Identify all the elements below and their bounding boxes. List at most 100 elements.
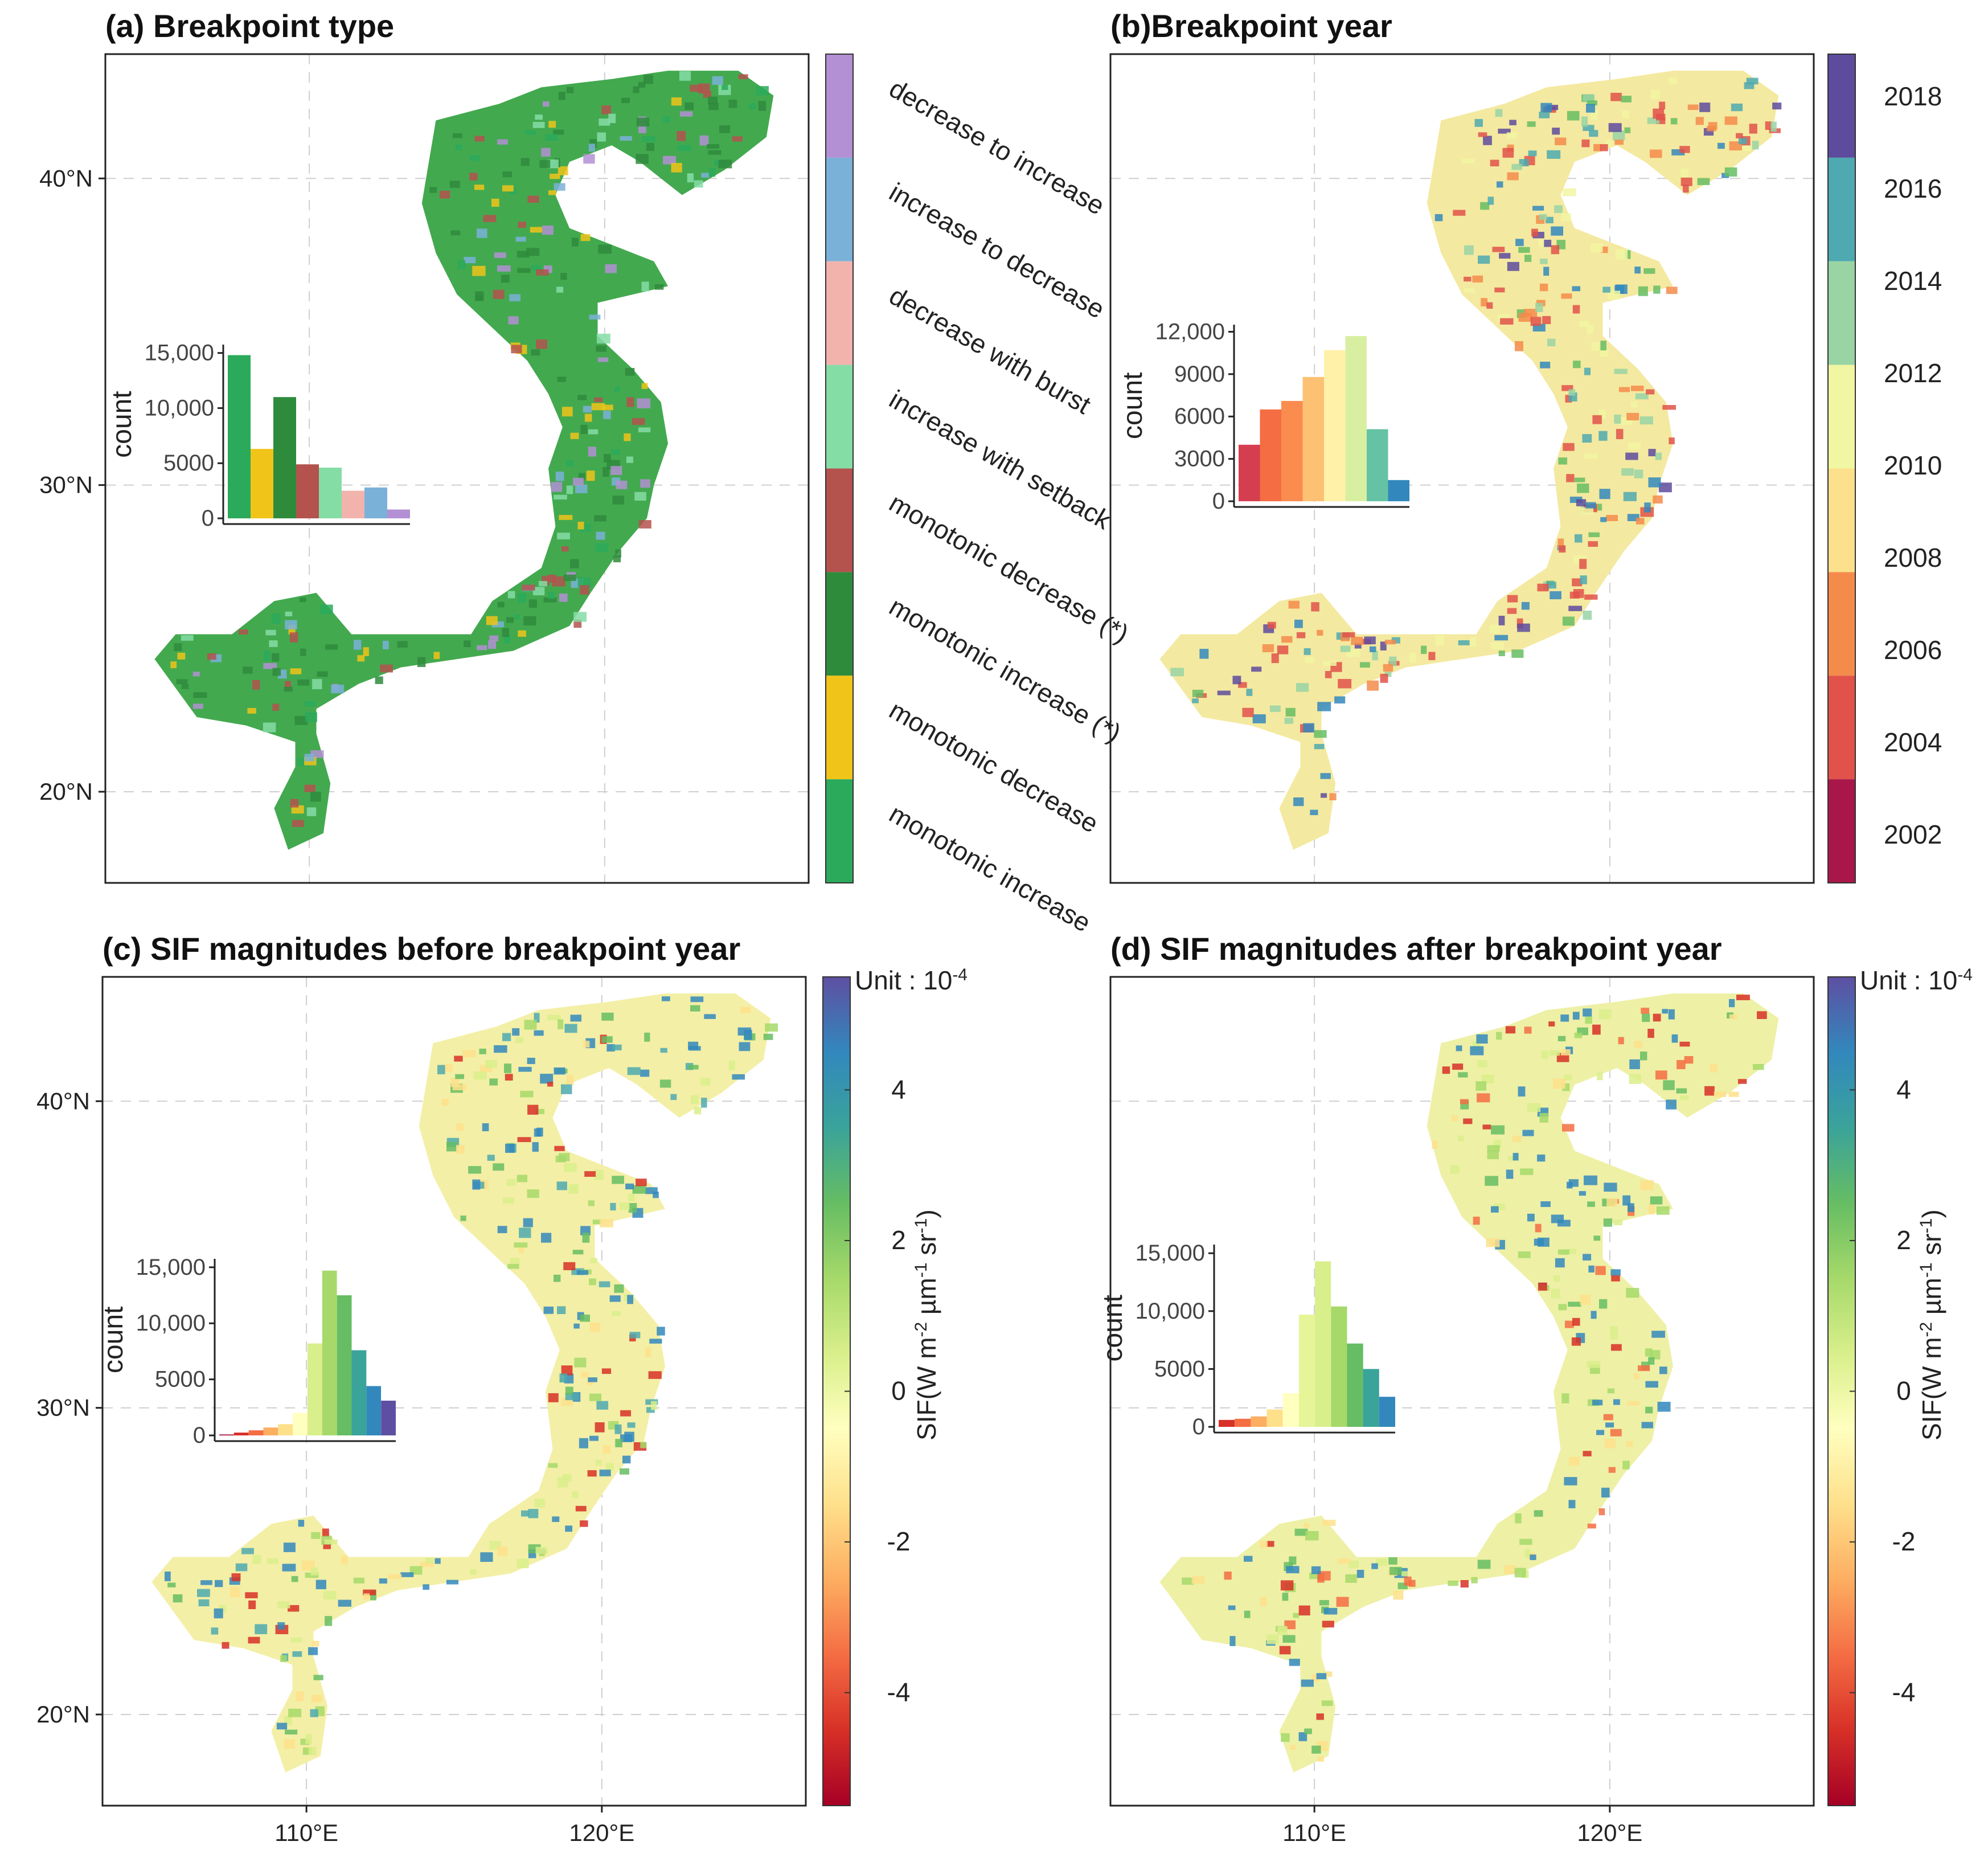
inset-c: 0 5000 10,000 15,000 count <box>99 1255 396 1448</box>
inset-bar <box>248 1430 264 1435</box>
legend-swatch <box>1828 676 1855 780</box>
lon-tick-label: 120°E <box>1577 1819 1642 1846</box>
map-texture <box>165 996 778 1755</box>
legend-tick-label: 0 <box>1896 1376 1911 1406</box>
panel-frame <box>104 53 810 884</box>
inset-y-tick-label: 0 <box>202 506 214 531</box>
inset-bar <box>1266 1409 1283 1427</box>
inset-bar <box>233 1433 249 1435</box>
inset-y-label: count <box>99 1307 129 1373</box>
legend-swatch <box>826 157 853 261</box>
panel-b: (b)Breakpoint year2018201620142012201020… <box>1109 8 1942 884</box>
legend-label: 2010 <box>1884 451 1942 480</box>
inset-y-tick-label: 15,000 <box>136 1255 206 1280</box>
legend-unit: Unit : 10-4 <box>1860 965 1973 995</box>
legend-swatch <box>1828 468 1855 572</box>
map-texture <box>1182 995 1767 1762</box>
lat-tick-label: 30°N <box>39 472 93 498</box>
panel-frame <box>1109 53 1815 884</box>
legend-b: 2018 2016 2014 2012 2010 2008 2006 2004 2002 <box>1827 54 1942 883</box>
inset-y-tick-label: 5000 <box>1154 1356 1205 1381</box>
inset-bar <box>381 1401 396 1435</box>
legend-unit: Unit : 10-4 <box>855 965 968 995</box>
inset-y-tick-label: 15,000 <box>145 341 214 366</box>
legend-label: 2016 <box>1884 174 1942 203</box>
inset-bar <box>319 468 342 518</box>
inset-bar <box>1347 1343 1363 1427</box>
inset-y-tick-label: 0 <box>193 1423 206 1448</box>
panel-title: (b)Breakpoint year <box>1110 8 1392 44</box>
map-region <box>1159 71 1779 850</box>
lat-tick-label: 30°N <box>36 1394 90 1421</box>
inset-bar <box>1388 480 1409 501</box>
inset-y-tick-label: 3000 <box>1174 447 1225 472</box>
inset-bar <box>1324 350 1346 501</box>
legend-swatch <box>826 261 853 365</box>
inset-bar <box>219 1434 234 1435</box>
map-texture <box>170 71 769 827</box>
legend-swatch <box>826 779 853 883</box>
inset-bar <box>1298 1314 1315 1427</box>
panel-title: (d) SIF magnitudes after breakpoint year <box>1110 931 1722 967</box>
inset-y-tick-label: 5000 <box>163 451 214 476</box>
inset-y-tick-label: 10,000 <box>136 1311 206 1336</box>
inset-bar <box>1260 409 1281 501</box>
inset-bar <box>1281 400 1303 501</box>
inset-bar <box>228 355 251 518</box>
inset-bar <box>263 1427 278 1435</box>
inset-bar <box>387 509 410 518</box>
legend-c: 4 2 0 -2 -4 Unit : 10-4 SIF(W m-2 µm-1 sr-1) <box>822 965 968 1806</box>
legend-tick-label: -2 <box>1892 1527 1916 1556</box>
legend-tick-label: -2 <box>887 1527 911 1556</box>
inset-y-label: count <box>1098 1295 1128 1361</box>
inset-bar <box>337 1295 352 1435</box>
inset-y-tick-label: 10,000 <box>145 395 214 420</box>
inset-d: 0 5000 10,000 15,000 count <box>1098 1241 1395 1439</box>
panel-frame <box>101 976 807 1807</box>
inset-y-tick-label: 0 <box>1192 1414 1205 1439</box>
inset-y-label: count <box>1118 373 1148 439</box>
legend-title: SIF(W m-2 µm-1 sr-1) <box>912 1209 941 1441</box>
legend-frame <box>1827 54 1856 883</box>
legend-swatch <box>1828 572 1855 676</box>
inset-bar <box>1367 429 1388 501</box>
inset-y-tick-label: 5000 <box>155 1367 206 1392</box>
inset-bar <box>1315 1261 1331 1427</box>
inset-y-tick-label: 0 <box>1212 489 1225 514</box>
legend-swatch <box>826 676 853 780</box>
legend-label: 2008 <box>1884 543 1942 572</box>
legend-tick-label: -4 <box>1892 1677 1916 1707</box>
lon-tick-label: 110°E <box>274 1819 338 1846</box>
inset-bar <box>278 1424 293 1435</box>
lon-tick-label: 120°E <box>569 1819 634 1846</box>
inset-bar <box>342 490 364 518</box>
map-area <box>1110 54 1814 883</box>
legend-label: 2002 <box>1884 820 1942 849</box>
legend-swatch <box>1828 54 1855 158</box>
inset-bar <box>351 1350 367 1435</box>
lat-tick-label: 40°N <box>39 165 93 191</box>
map-region <box>1159 993 1779 1773</box>
legend-swatch <box>1828 365 1855 469</box>
panel-title: (c) SIF magnitudes before breakpoint yea… <box>103 931 740 967</box>
lat-tick-label: 20°N <box>39 778 93 805</box>
legend-swatch <box>826 365 853 469</box>
inset-bar <box>1219 1419 1235 1427</box>
legend-tick-label: 4 <box>1896 1074 1911 1104</box>
inset-bar <box>293 1413 308 1435</box>
legend-tick-label: 2 <box>1896 1225 1911 1255</box>
legend-swatch <box>1828 779 1855 883</box>
inset-y-label: count <box>107 391 137 457</box>
panel-c: (c) SIF magnitudes before breakpoint yea… <box>36 931 968 1846</box>
inset-bar <box>1239 444 1260 501</box>
inset-bar <box>251 449 273 518</box>
legend-label: 2014 <box>1884 266 1942 296</box>
inset-bar <box>273 397 296 518</box>
legend-title: SIF(W m-2 µm-1 sr-1) <box>1917 1209 1946 1441</box>
legend-swatch <box>1828 157 1855 261</box>
inset-y-tick-label: 12,000 <box>1155 319 1225 344</box>
legend-tick-label: 2 <box>891 1225 906 1255</box>
legend-label: 2004 <box>1884 727 1942 757</box>
